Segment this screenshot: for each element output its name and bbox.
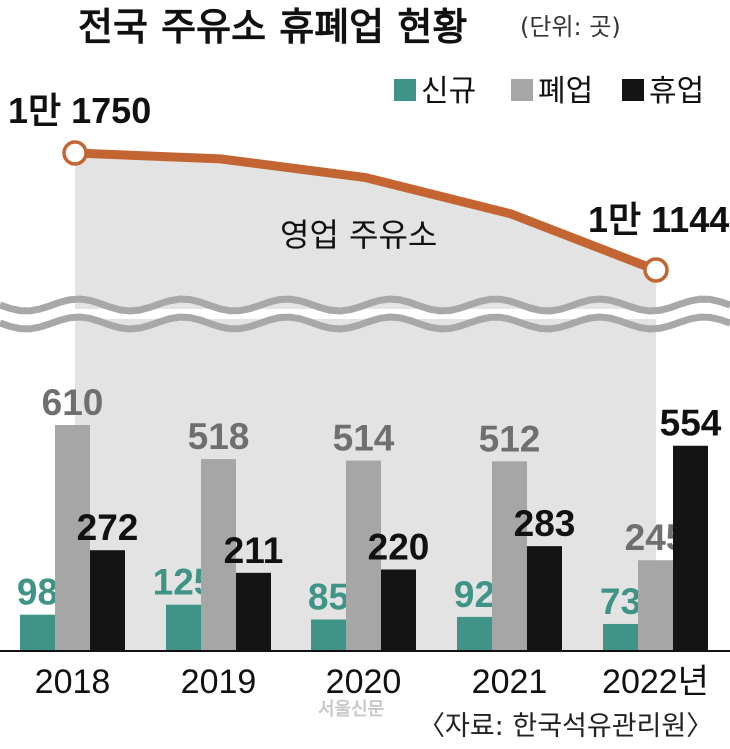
bar-new-2021 [457,616,492,651]
bar-new-2018 [20,614,55,651]
x-tick-label-2022: 2022년 [602,663,709,701]
legend-label-closed: 폐업 [538,74,593,109]
bar-suspended-2021 [527,546,562,651]
x-tick-label-2018: 2018 [35,663,111,701]
axis-break-wave [0,295,730,315]
x-tick-label-2020: 2020 [326,663,402,701]
bar-label-new-2021: 92 [454,574,495,615]
axis-break-waves [0,295,730,333]
legend-swatch-suspended [622,79,644,101]
bar-suspended-2020 [381,569,416,651]
line-end-point [643,257,669,283]
bar-closed-2019 [201,459,236,651]
legend-label-new: 신규 [421,74,476,109]
bar-label-suspended-2019: 211 [224,530,284,571]
bar-label-suspended-2022: 554 [660,403,722,444]
axis-break-gap [0,309,730,319]
bar-label-suspended-2018: 272 [77,507,139,548]
bar-label-new-2022: 73 [600,581,641,622]
bar-label-closed-2020: 514 [333,418,395,459]
bar-new-2022 [603,623,638,651]
legend-swatch-closed [511,79,533,101]
bar-suspended-2018 [90,550,125,651]
axis-break-wave [0,313,730,333]
bar-suspended-2022 [673,445,708,651]
bar-label-new-2020: 85 [308,577,349,618]
chart-title: 전국 주유소 휴폐업 현황 [78,5,467,49]
line-start-point [62,140,88,166]
legend-label-suspended: 휴업 [649,74,704,109]
source-note: 〈자료: 한국석유관리원〉 [418,711,713,742]
bar-closed-2022 [638,560,673,651]
bar-label-closed-2019: 518 [188,416,250,457]
line-end-label: 1만 1144 [588,199,729,240]
bar-label-closed-2018: 610 [42,382,104,423]
x-tick-label-2021: 2021 [472,663,548,701]
x-tick-label-2019: 2019 [181,663,257,701]
bar-label-new-2018: 98 [17,572,58,613]
bar-closed-2020 [346,460,381,651]
line-series-label: 영업 주유소 [280,216,437,254]
line-start-label: 1만 1750 [8,90,151,131]
legend-swatch-new [394,79,416,101]
bar-closed-2018 [55,424,90,651]
bar-new-2019 [166,604,201,651]
bar-label-closed-2021: 512 [479,418,541,459]
x-axis-labels: 2018 2019 2020 2021 2022년 [35,663,709,701]
watermark: 서울신문 [318,699,384,720]
bar-new-2020 [311,619,346,651]
bar-closed-2021 [492,461,527,651]
bar-suspended-2019 [236,572,271,651]
bar-label-suspended-2020: 220 [368,526,430,567]
bar-label-suspended-2021: 283 [514,503,576,544]
operating-stations-line [70,148,661,275]
unit-label: (단위: 곳) [520,13,621,41]
